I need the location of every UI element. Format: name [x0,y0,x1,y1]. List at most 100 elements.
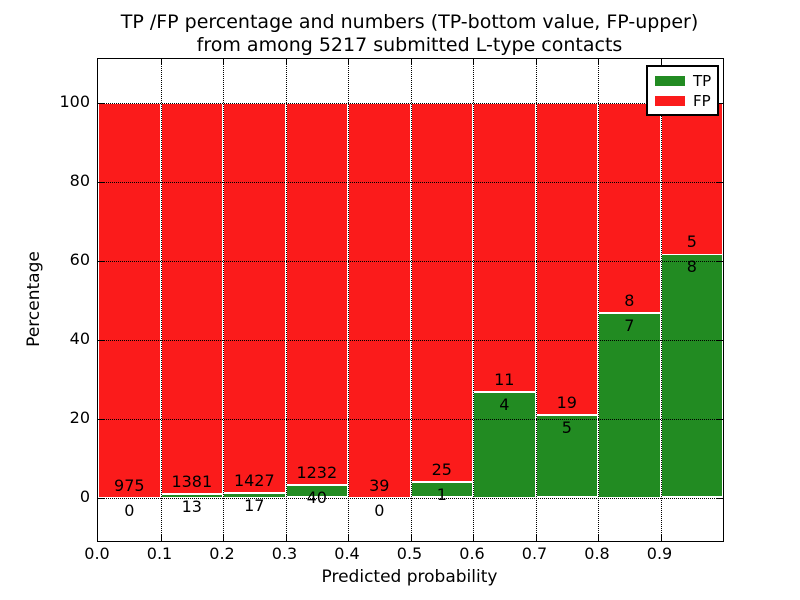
fp-count-label: 8 [624,291,635,311]
x-tick-label: 0.7 [521,544,548,563]
fp-count-label: 19 [556,393,577,413]
x-tick [223,59,224,65]
x-gridline [348,59,349,541]
x-tick [598,535,599,541]
x-gridline [160,59,162,541]
tp-count-label: 17 [244,495,265,515]
fp-bar-segment [348,102,411,498]
tp-bar-segment [660,254,723,498]
x-tick [348,535,349,541]
plot-area: 975 0 1381 13 1427 17 1232 40 39 0 25 1 11 4 19 5 8 7 5 8 [98,59,723,541]
legend: TP FP [646,65,719,116]
x-tick-label: 0.2 [209,544,235,563]
x-tick [223,535,224,541]
tp-count-label: 13 [181,496,202,516]
x-gridline [660,59,662,541]
x-tick [348,59,349,65]
x-tick-label: 0.6 [459,544,485,563]
x-tick [660,59,662,65]
x-tick [160,59,162,65]
fp-count-label: 1427 [233,470,275,490]
y-tick [98,102,104,104]
x-gridline [598,59,599,541]
legend-row-fp: FP [648,91,717,111]
y-tick-label: 80 [69,170,90,190]
x-gridline [410,59,412,541]
fp-count-label: 5 [686,232,697,252]
chart-title-line1: TP /FP percentage and numbers (TP-bottom… [120,11,699,33]
y-tick [717,260,723,262]
y-tick [98,339,104,341]
tp-count-label: 4 [499,395,510,415]
fp-bar-segment [598,102,661,314]
tp-bar-segment [598,313,661,498]
legend-row-tp: TP [648,71,717,91]
x-tick-label: 0.0 [84,544,110,563]
x-gridline [285,59,287,541]
y-tick [717,181,723,183]
tp-legend-label: TP [693,72,712,90]
tp-bar-segment [535,415,598,498]
fp-count-label: 11 [494,370,515,390]
y-tick [717,497,723,499]
plot-frame: 975 0 1381 13 1427 17 1232 40 39 0 25 1 11 4 19 5 8 7 5 8 T… [97,58,724,542]
tp-count-label: 5 [561,418,572,438]
x-tick [535,59,537,65]
tp-count-label: 40 [306,488,327,508]
fp-bar-segment [160,102,223,494]
fp-count-label: 25 [431,460,452,480]
y-tick-label: 20 [69,407,90,427]
fp-bar-segment [285,102,348,486]
y-tick-label: 40 [69,328,90,348]
y-tick-label: 0 [79,486,90,506]
x-tick-label: 0.9 [646,544,673,563]
x-tick [660,535,662,541]
x-tick [473,535,474,541]
y-tick [98,418,104,420]
x-tick [285,59,287,65]
y-tick [717,102,723,104]
x-tick [160,535,162,541]
x-tick [410,535,412,541]
chart-title-line2: from among 5217 submitted L-type contact… [196,34,623,56]
x-axis-label: Predicted probability [321,567,498,587]
x-tick [598,59,599,65]
fp-count-label: 975 [114,475,145,495]
chart-title: TP /FP percentage and numbers (TP-bottom… [97,11,722,57]
x-tick-label: 0.1 [146,544,173,563]
y-tick [98,260,104,262]
fp-bar-segment [223,102,286,493]
x-gridline [223,59,224,541]
x-tick-label: 0.3 [271,544,298,563]
tp-count-label: 0 [124,500,135,520]
fp-bar-segment [473,102,536,393]
tp-legend-swatch [655,76,685,86]
y-tick [717,418,723,420]
x-tick [535,535,537,541]
x-tick [410,59,412,65]
x-tick [285,535,287,541]
fp-legend-label: FP [693,92,711,110]
fp-legend-swatch [655,96,685,106]
x-tick [473,59,474,65]
x-tick-label: 0.8 [584,544,610,563]
x-tick-label: 0.4 [334,544,360,563]
tp-count-label: 1 [436,485,447,505]
fp-count-label: 1381 [171,471,213,491]
tp-count-label: 7 [624,316,635,336]
fp-bar-segment [535,102,598,416]
y-tick [98,181,104,183]
fp-bar-segment [660,102,723,255]
tp-count-label: 8 [686,257,697,277]
tp-count-label: 0 [374,500,385,520]
x-tick-label: 0.5 [396,544,423,563]
fp-count-label: 39 [369,475,390,495]
y-tick-label: 60 [69,249,90,269]
y-tick [98,497,104,499]
x-gridline [473,59,474,541]
fp-bar-segment [98,102,161,498]
y-axis-label: Percentage [24,251,44,347]
fp-count-label: 1232 [296,463,338,483]
fp-bar-segment [410,102,473,483]
